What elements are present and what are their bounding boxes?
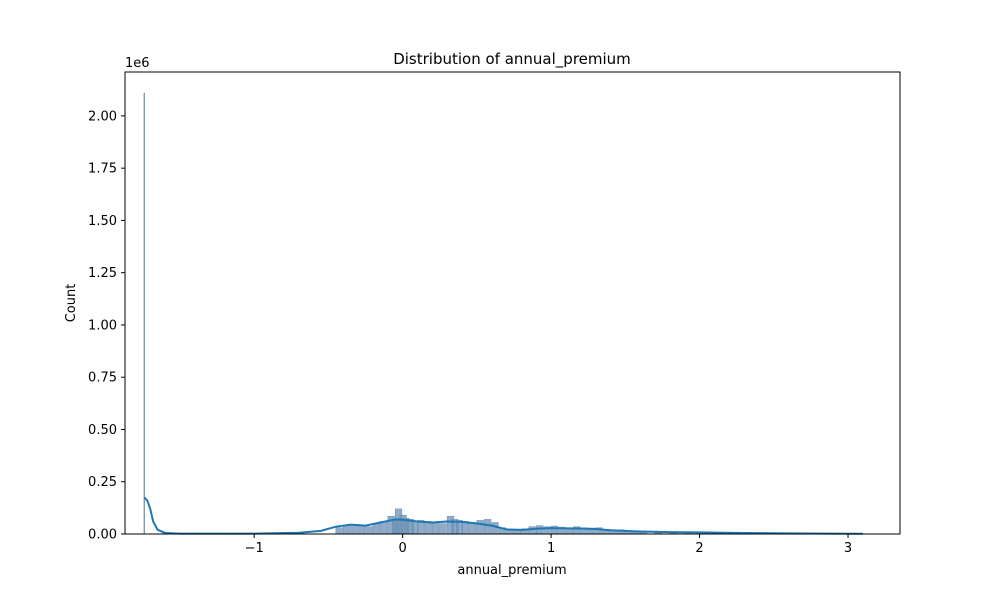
histogram-bar [476, 520, 484, 535]
y-tick-label: 0.50 [88, 423, 117, 438]
x-axis-label: annual_premium [457, 563, 566, 578]
y-tick-label: 0.00 [88, 528, 117, 543]
histogram-bar [343, 525, 351, 535]
y-axis-offset-text: 1e6 [125, 56, 150, 71]
y-tick-label: 1.25 [88, 266, 117, 281]
y-axis-label: Count [64, 284, 79, 323]
x-tick-label: 0 [398, 541, 406, 556]
histogram-bar [335, 527, 343, 535]
histogram-bar [411, 521, 419, 535]
x-tick-label: 1 [547, 541, 555, 556]
histogram-bar [491, 522, 499, 535]
x-tick-label: 2 [695, 541, 703, 556]
histogram-bar [484, 519, 492, 535]
y-tick-label: 1.75 [88, 162, 117, 177]
y-tick-label: 0.75 [88, 371, 117, 386]
chart-title: Distribution of annual_premium [393, 50, 631, 69]
histogram-bar [365, 526, 373, 535]
histogram-bar [439, 523, 447, 535]
histogram-bar [372, 523, 380, 535]
y-axis-ticks: 0.00 0.25 0.50 0.75 1.00 1.25 1.50 1.75 2.00 [88, 109, 125, 543]
histogram-bar [350, 524, 358, 535]
y-tick-label: 1.50 [88, 214, 117, 229]
histogram-bar [380, 521, 388, 535]
y-tick-label: 1.00 [88, 318, 117, 333]
x-tick-label: −1 [245, 541, 264, 556]
histogram-bar [528, 526, 536, 535]
y-tick-label: 2.00 [88, 109, 117, 124]
histogram-bar [432, 522, 440, 535]
x-axis-ticks: −1 0 1 2 3 [245, 534, 852, 556]
plot-area-frame [124, 71, 901, 535]
y-tick-label: 0.25 [88, 475, 117, 490]
x-tick-label: 3 [844, 541, 852, 556]
histogram-bar [513, 529, 521, 535]
histogram-spike-bar [143, 92, 145, 535]
histogram-bar [536, 525, 544, 535]
histogram-bar [357, 525, 366, 535]
